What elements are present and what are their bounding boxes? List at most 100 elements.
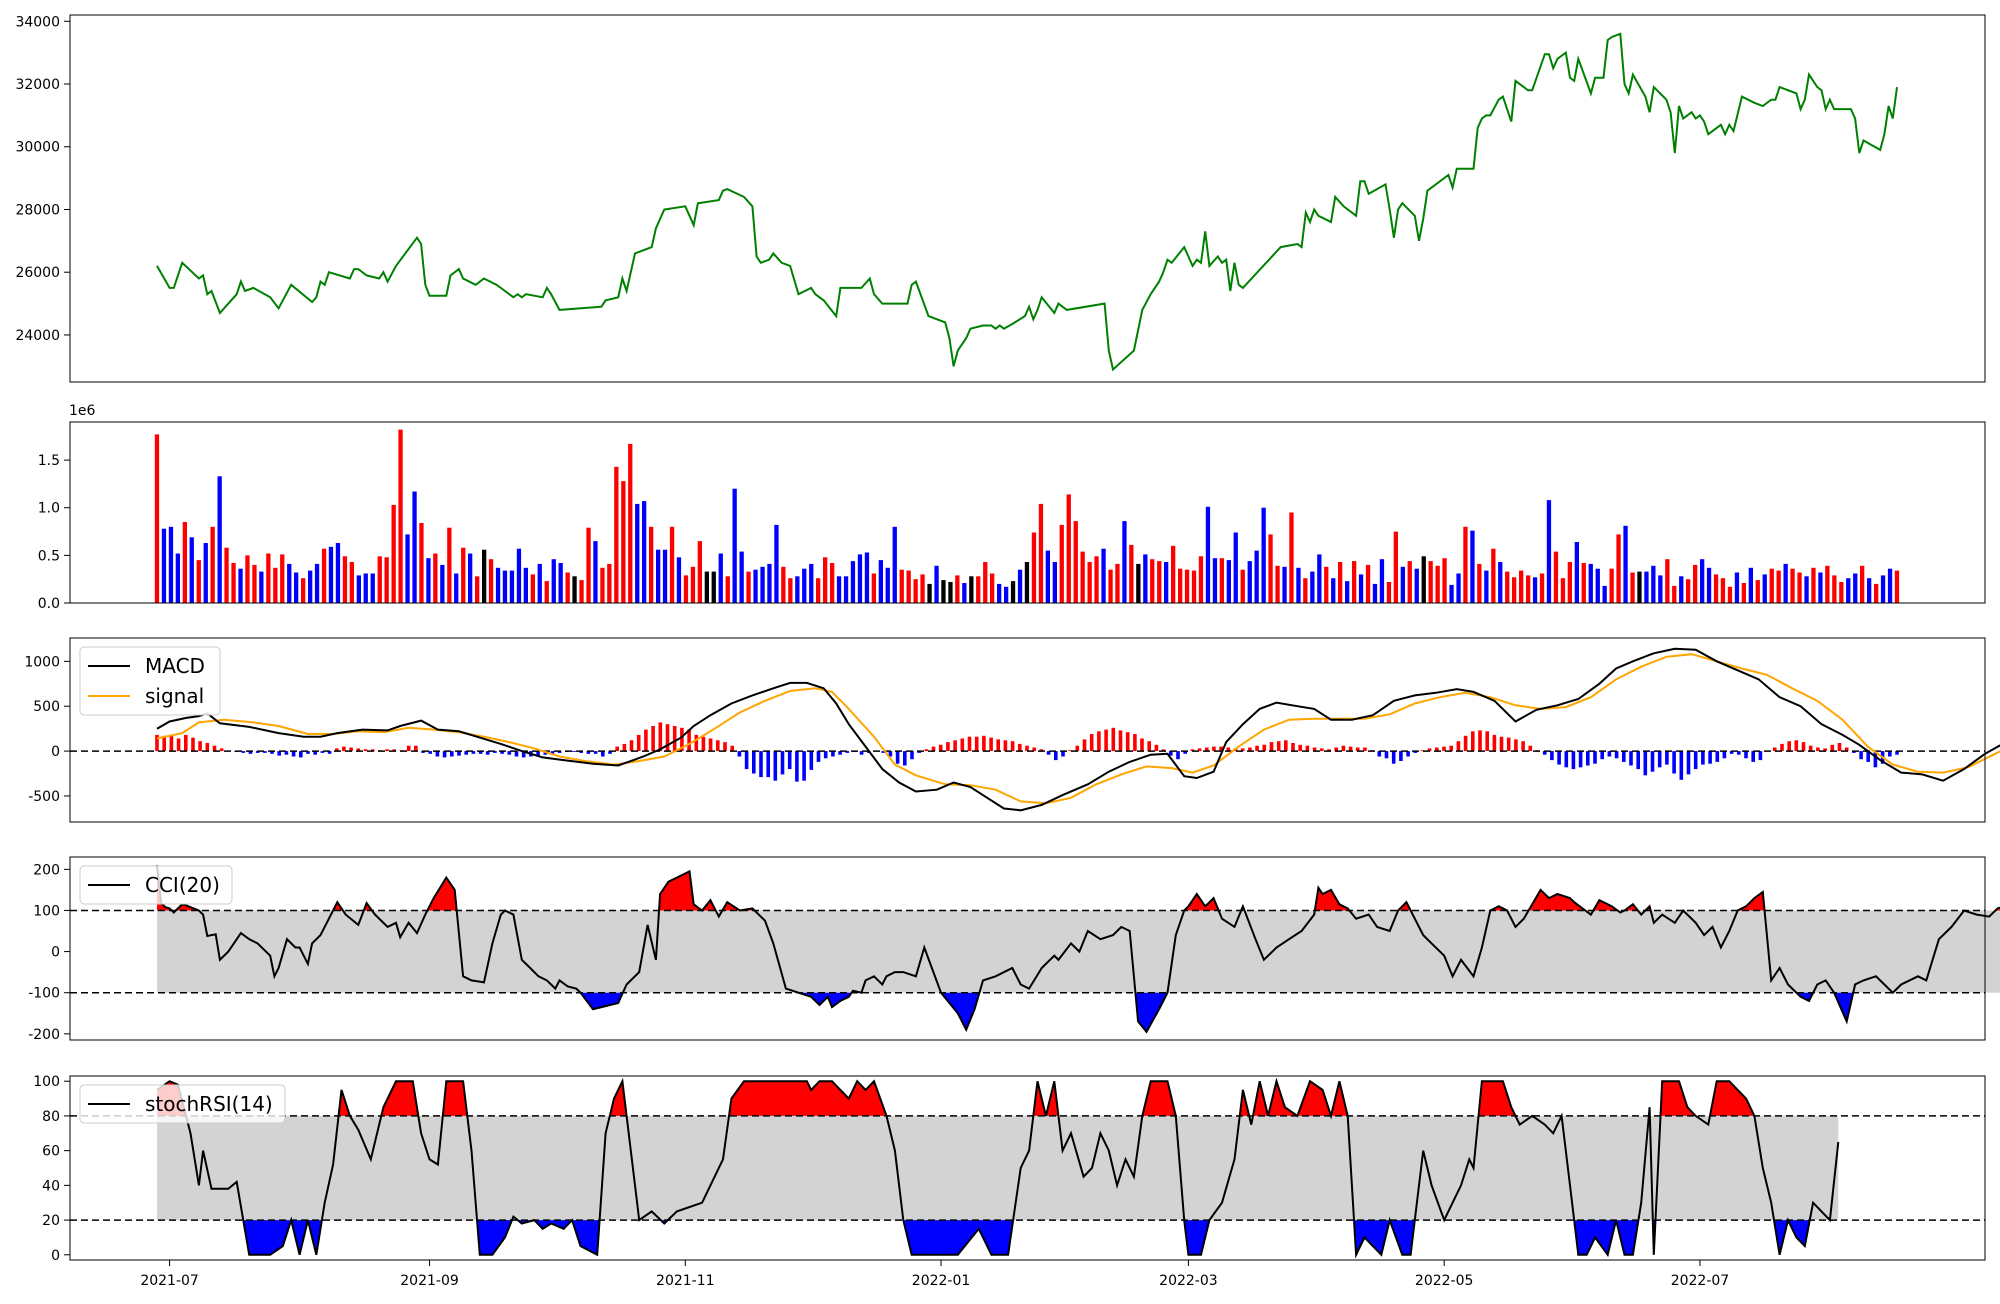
volume-bar (858, 554, 862, 603)
volume-bar (1735, 573, 1739, 604)
volume-bar (1505, 572, 1509, 603)
macd-histogram-bar (1644, 751, 1648, 775)
macd-histogram-bar (198, 741, 202, 751)
macd-histogram-bar (774, 751, 778, 781)
volume-bar (572, 576, 576, 603)
volume-bar (1832, 575, 1836, 603)
volume-bar (1714, 574, 1718, 603)
volume-bar (1470, 531, 1474, 603)
volume-bar (1491, 549, 1495, 603)
volume-bar (1644, 572, 1648, 603)
volume-bar (224, 548, 228, 603)
volume-bar (1011, 581, 1015, 603)
volume-bar (1108, 570, 1112, 603)
macd-histogram-bar (759, 751, 763, 777)
volume-bar (245, 555, 249, 603)
volume-bar (830, 563, 834, 603)
volume-bar (900, 570, 904, 603)
volume-bar (649, 527, 653, 603)
panel-frame (70, 15, 1985, 382)
volume-bar (468, 554, 472, 604)
volume-bar (607, 564, 611, 603)
macd-histogram-bar (659, 722, 663, 751)
macd-histogram-bar (1622, 751, 1626, 762)
volume-bar (1074, 521, 1078, 603)
macd-histogram-bar (1155, 745, 1159, 751)
macd-histogram-bar (1838, 743, 1842, 751)
macd-histogram-bar (1255, 746, 1259, 751)
macd-histogram-bar (450, 751, 454, 756)
volume-bar (1352, 561, 1356, 603)
signal-line (157, 654, 2000, 803)
volume-bar (1456, 574, 1460, 604)
macd-histogram-bar (1521, 741, 1525, 751)
volume-bar (1603, 586, 1607, 603)
volume-bar (1658, 575, 1662, 603)
macd-histogram-bar (1831, 745, 1835, 751)
volume-bar (1206, 507, 1210, 603)
volume-bar (1345, 581, 1349, 603)
macd-histogram-bar (1464, 736, 1468, 751)
volume-bar (259, 572, 263, 603)
volume-bar (273, 568, 277, 603)
macd-histogram-bar (1306, 746, 1310, 751)
volume-bar (767, 564, 771, 603)
volume-bar (357, 575, 361, 603)
volume-bar (1241, 570, 1245, 603)
volume-bar (844, 576, 848, 603)
volume-bar (1303, 578, 1307, 603)
volume-bar (322, 549, 326, 603)
y-tick-label: 60 (42, 1144, 60, 1160)
volume-bar (1143, 554, 1147, 603)
volume-bar (1422, 556, 1426, 603)
macd-histogram-bar (968, 737, 972, 751)
macd-histogram-bar (953, 740, 957, 751)
volume-bar (1053, 562, 1057, 603)
volume-bar (1867, 578, 1871, 603)
x-tick-label: 2021-07 (140, 1273, 199, 1289)
y-tick-label: 30000 (15, 140, 60, 156)
macd-histogram-bar (1680, 751, 1684, 780)
volume-bar (719, 554, 723, 604)
macd-histogram-bar (1471, 731, 1475, 751)
volume-bar (816, 578, 820, 603)
volume-bar (392, 505, 396, 603)
volume-bar (677, 557, 681, 603)
volume-bar (746, 572, 750, 603)
volume-bar (1387, 582, 1391, 603)
volume-bar (1317, 554, 1321, 603)
volume-bar (538, 564, 542, 603)
macd-histogram-bar (206, 743, 210, 751)
volume-bar (1888, 569, 1892, 603)
macd-histogram-bar (817, 751, 821, 762)
macd-histogram-bar (1378, 751, 1382, 756)
volume-bar (990, 574, 994, 604)
y-tick-label: 32000 (15, 77, 60, 93)
y-tick-label: 0 (51, 744, 60, 760)
macd-histogram-bar (781, 751, 785, 774)
macd-histogram-bar (1565, 751, 1569, 767)
y-tick-label: 80 (42, 1109, 60, 1125)
volume-bar (1394, 532, 1398, 603)
volume-bar (1554, 552, 1558, 603)
macd-histogram-bar (385, 749, 389, 751)
macd-histogram-bar (637, 735, 641, 751)
macd-histogram-bar (1478, 730, 1482, 751)
macd-histogram-bar (925, 749, 929, 751)
volume-bar (837, 576, 841, 603)
macd-histogram-bar (1083, 739, 1087, 751)
volume-bar (1533, 577, 1537, 603)
y-tick-label: 20 (42, 1213, 60, 1229)
macd-histogram-bar (1011, 741, 1015, 751)
y-tick-label: -200 (28, 1027, 60, 1043)
macd-histogram-bar (407, 746, 411, 751)
volume-bar (1665, 559, 1669, 603)
macd-histogram-bar (1061, 751, 1065, 756)
volume-bar (280, 554, 284, 603)
macd-histogram-bar (1457, 741, 1461, 751)
macd-histogram-bar (673, 726, 677, 751)
volume-bar (566, 573, 570, 604)
